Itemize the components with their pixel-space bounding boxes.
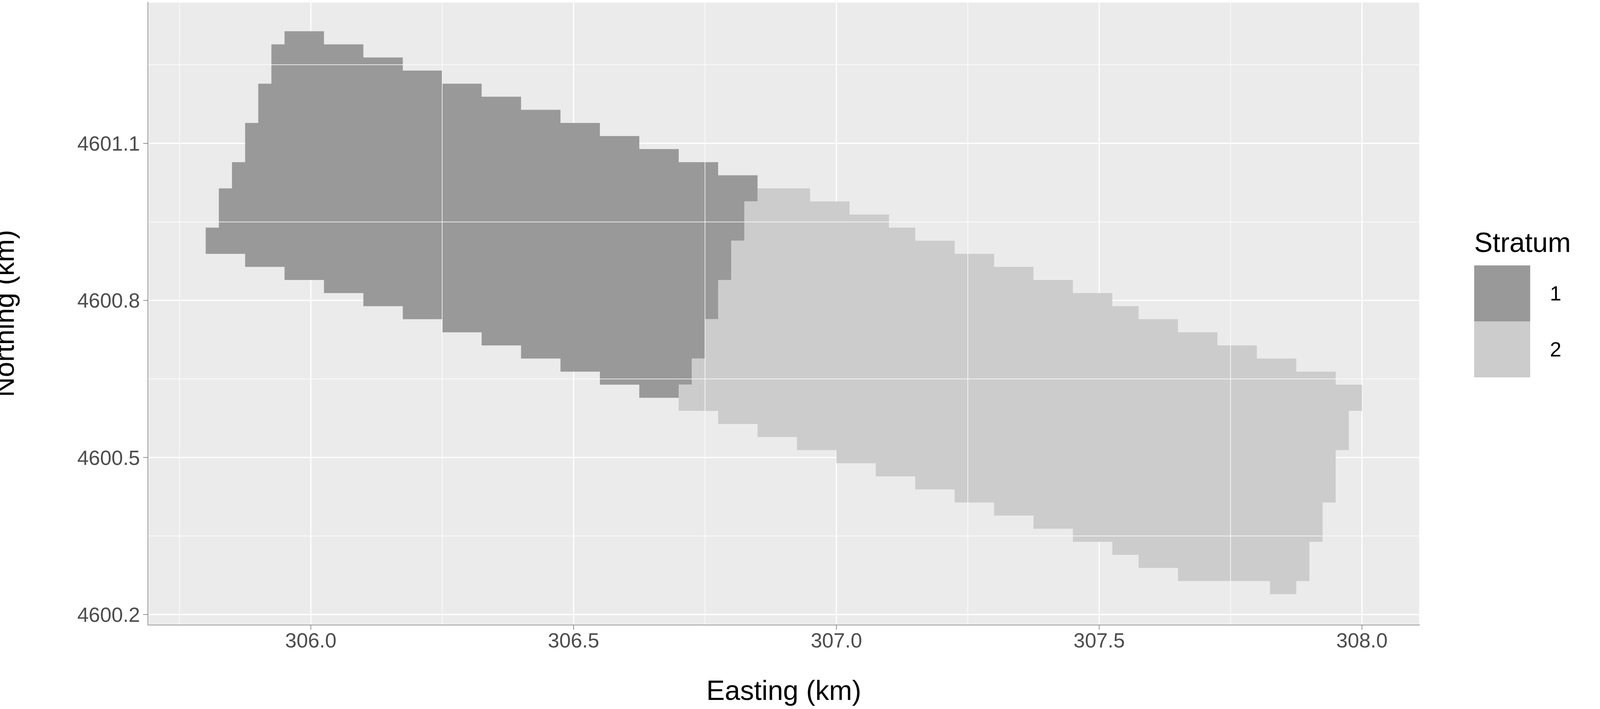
html-text:2: 2 [1549,337,1562,361]
svg-text:306.5: 306.5 [547,629,600,652]
html-text:1: 1 [1549,281,1562,305]
svg-text:Northing (km): Northing (km) [3,229,20,398]
svg-text:306.0: 306.0 [285,629,337,652]
svg-text:Easting (km): Easting (km) [706,675,862,706]
svg-text:307.0: 307.0 [810,629,863,652]
svg-text:308.0: 308.0 [1336,629,1388,652]
svg-text:4601.1: 4601.1 [77,132,141,155]
svg-text:4600.8: 4600.8 [77,289,141,312]
svg-text:307.5: 307.5 [1073,629,1125,652]
svg-text:4600.2: 4600.2 [77,603,141,627]
svg-text:4600.5: 4600.5 [77,446,141,470]
html-text:Stratum: Stratum [1474,227,1571,258]
